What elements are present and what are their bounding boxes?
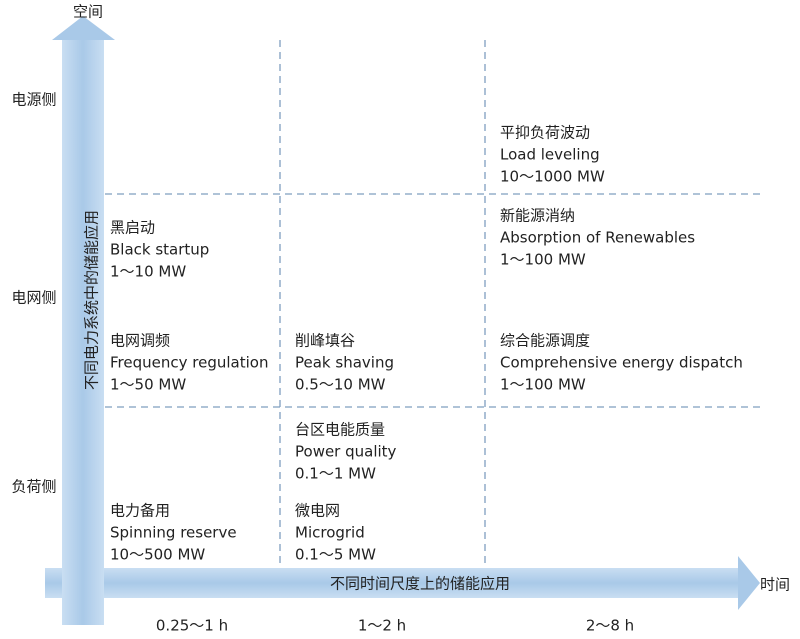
cell-en: Power quality [295, 443, 397, 461]
row-label: 负荷侧 [11, 478, 56, 496]
cell-en: Frequency regulation [110, 354, 268, 372]
cell-range: 10～1000 MW [500, 168, 605, 186]
column-label: 1～2 h [358, 617, 406, 635]
cell-en: Comprehensive energy dispatch [500, 354, 743, 372]
cell-zh: 平抑负荷波动 [500, 124, 590, 142]
cell-zh: 新能源消纳 [500, 207, 575, 225]
y-caption: 不同电力系统中的储能应用 [83, 210, 101, 390]
cell-en: Absorption of Renewables [500, 229, 695, 247]
cell-zh: 削峰填谷 [295, 332, 355, 350]
x-arrow-head [738, 556, 760, 610]
column-label: 2～8 h [586, 617, 634, 635]
y-label: 空间 [73, 3, 103, 21]
y-arrow [62, 38, 104, 625]
cell-en: Spinning reserve [110, 524, 237, 542]
cell-range: 1～50 MW [110, 376, 186, 394]
cell-zh: 电力备用 [110, 502, 170, 520]
cell-range: 0.5～10 MW [295, 376, 386, 394]
cell-range: 1～100 MW [500, 376, 586, 394]
row-label: 电源侧 [11, 91, 56, 109]
cell-en: Black startup [110, 241, 209, 259]
column-label: 0.25～1 h [156, 617, 228, 635]
x-label: 时间 [760, 576, 790, 594]
cell-range: 1～10 MW [110, 263, 186, 281]
cell-zh: 电网调频 [110, 332, 170, 350]
cell-zh: 黑启动 [110, 219, 155, 237]
cell-range: 0.1～1 MW [295, 465, 376, 483]
cell-en: Microgrid [295, 524, 365, 542]
cell-zh: 台区电能质量 [295, 421, 385, 439]
x-arrow [45, 568, 740, 598]
cell-range: 10～500 MW [110, 546, 205, 564]
cell-range: 0.1～5 MW [295, 546, 376, 564]
cell-zh: 综合能源调度 [500, 332, 590, 350]
row-label: 电网侧 [11, 289, 56, 307]
x-caption: 不同时间尺度上的储能应用 [330, 575, 510, 593]
cell-range: 1～100 MW [500, 251, 586, 269]
y-arrow-head [52, 16, 115, 40]
cell-en: Load leveling [500, 146, 600, 164]
cell-zh: 微电网 [295, 502, 340, 520]
cell-en: Peak shaving [295, 354, 394, 372]
